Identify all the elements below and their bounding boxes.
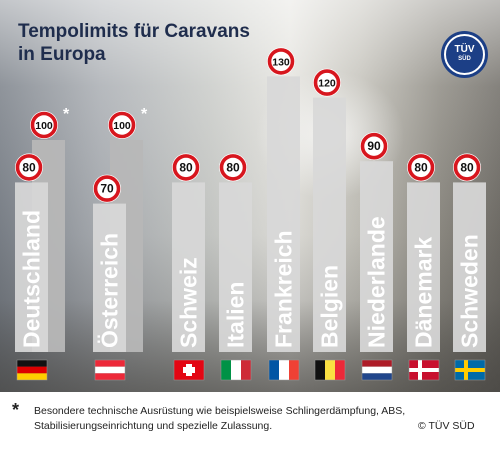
country-label-daenemark: Dänemark (411, 237, 437, 348)
speed-sign-frankreich: 130 (267, 47, 295, 76)
speed-sign-schweden: 80 (453, 153, 481, 182)
footnote-text: Besondere technische Ausrüstung wie beis… (34, 405, 406, 432)
bar-italien (219, 182, 252, 352)
logo-subtext: SÜD (458, 56, 471, 62)
chart-title: Tempolimits für Caravans in Europa (18, 20, 338, 66)
speed-sign-frankreich-value: 130 (272, 56, 290, 68)
belgium-flag (314, 359, 346, 381)
speed-sign-italien: 80 (219, 153, 247, 182)
france-flag (268, 359, 300, 381)
bar-frankreich (267, 76, 300, 353)
denmark-flag (408, 359, 440, 381)
austria-flag (94, 359, 126, 381)
bar-oesterreich (93, 203, 126, 352)
title-line-2: in Europa (18, 44, 106, 65)
country-label-schweden: Schweden (457, 234, 483, 348)
speed-sign-deutschland: 80 (15, 153, 43, 182)
speed-sign-niederlande-value: 90 (367, 139, 381, 153)
speed-sign-oesterreich: 70 (93, 174, 121, 203)
speed-sign-schweden-value: 80 (460, 160, 474, 174)
speed-sign-belgien: 120 (313, 68, 341, 97)
footnote-marker: * (12, 400, 20, 420)
country-label-belgien: Belgien (317, 265, 343, 348)
speed-sign-deutschland-value: 80 (22, 160, 36, 174)
speed-sign-daenemark: 80 (407, 153, 435, 182)
flag-row (16, 359, 486, 381)
speed-sign-italien-value: 80 (226, 160, 240, 174)
speed-limit-chart: 80 100 * Deutschland 70 100 * Österreich 80 Schwe… (15, 47, 486, 381)
speed-sign-special-deutschland: 100 (30, 111, 58, 139)
speed-sign-schweiz-value: 80 (179, 160, 193, 174)
italy-flag (220, 359, 252, 381)
bar-belgien (313, 97, 346, 352)
tuv-sud-logo: TÜV SÜD (441, 31, 488, 78)
germany-flag (16, 359, 48, 381)
sweden-flag (454, 359, 486, 381)
title-line-1: Tempolimits für Caravans (18, 21, 250, 42)
country-label-frankreich: Frankreich (271, 230, 297, 348)
speed-sign-oesterreich-value: 70 (100, 182, 114, 196)
netherlands-flag (361, 359, 393, 381)
bar-deutschland (15, 182, 48, 352)
speed-sign-special-deutschland-value: 100 (35, 120, 53, 132)
country-label-oesterreich: Österreich (97, 233, 123, 348)
bar-schweiz (172, 182, 205, 352)
asterisk-deutschland: * (63, 106, 70, 123)
country-label-deutschland: Deutschland (19, 210, 45, 348)
speed-sign-schweiz: 80 (172, 153, 200, 182)
switzerland-flag (173, 359, 205, 381)
bar-daenemark (407, 182, 440, 352)
country-label-italien: Italien (223, 282, 249, 348)
speed-sign-niederlande: 90 (360, 132, 388, 161)
asterisk-oesterreich: * (141, 106, 148, 123)
country-label-schweiz: Schweiz (176, 257, 202, 348)
logo-text: TÜV (454, 44, 475, 55)
country-label-niederlande: Niederlande (364, 216, 390, 348)
bar-schweden (453, 182, 486, 352)
speed-sign-special-oesterreich: 100 (108, 111, 136, 139)
speed-sign-belgien-value: 120 (318, 78, 336, 90)
bar-niederlande (360, 161, 393, 352)
speed-sign-special-oesterreich-value: 100 (113, 120, 131, 132)
speed-sign-daenemark-value: 80 (414, 160, 428, 174)
copyright-notice: © TÜV SÜD (418, 420, 475, 432)
